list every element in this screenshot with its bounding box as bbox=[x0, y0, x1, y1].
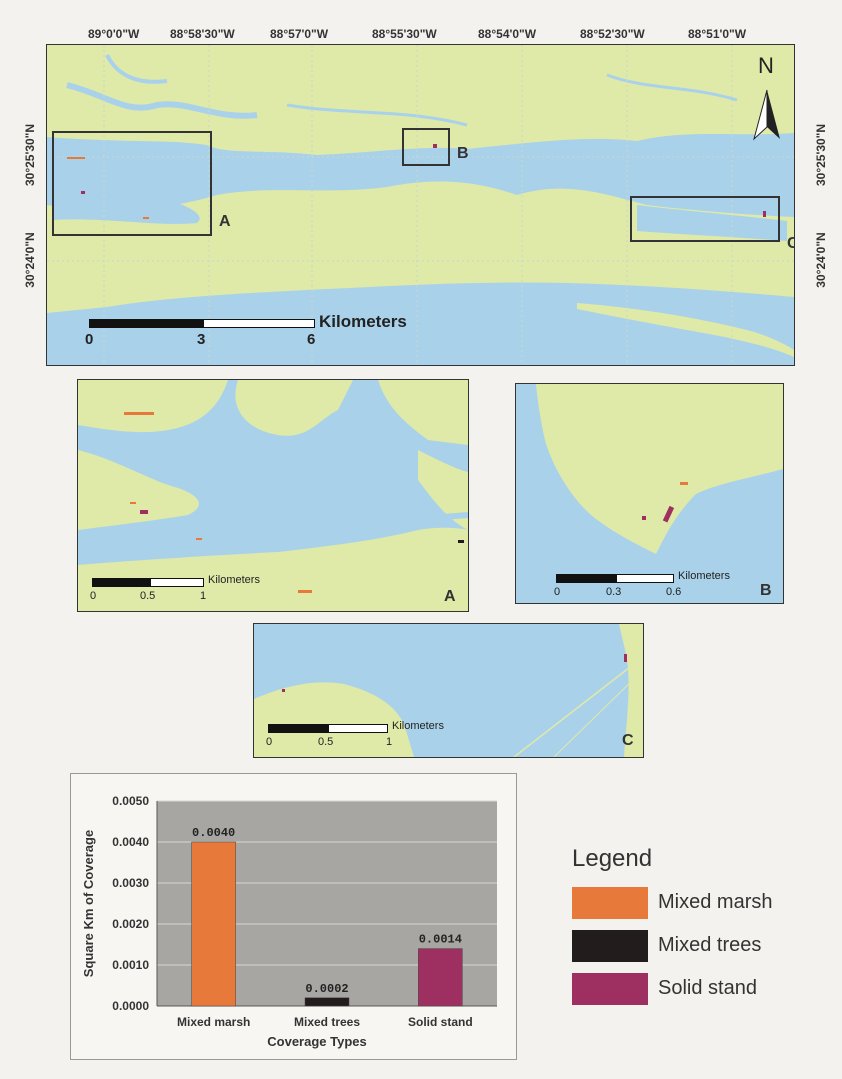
y-tick-label: 0.0010 bbox=[112, 958, 149, 972]
box-label-b: B bbox=[457, 145, 469, 162]
scale-tick: 0 bbox=[90, 590, 97, 602]
legend: Legend Mixed marsh Mixed trees Solid sta… bbox=[572, 845, 812, 1015]
lon-label: 89°0'0"W bbox=[88, 27, 140, 41]
scale-tick: 0 bbox=[554, 586, 561, 598]
y-axis-title: Square Km of Coverage bbox=[81, 830, 96, 977]
legend-label: Mixed trees bbox=[658, 934, 762, 956]
bar bbox=[304, 997, 350, 1007]
box-label-c: C bbox=[787, 235, 794, 253]
lon-label: 88°51'0"W bbox=[688, 27, 747, 41]
lat-label-left: 30°25'30"N bbox=[23, 123, 37, 187]
scale-tick: 0.6 bbox=[666, 586, 682, 598]
legend-swatch bbox=[572, 930, 648, 962]
legend-title: Legend bbox=[572, 845, 653, 872]
legend-label: Solid stand bbox=[658, 977, 757, 999]
north-label: N bbox=[758, 53, 774, 78]
bar bbox=[418, 948, 463, 1007]
y-tick-label: 0.0020 bbox=[112, 917, 149, 931]
bar-value-label: 0.0040 bbox=[192, 826, 235, 840]
inset-a-canvas bbox=[78, 380, 468, 611]
lat-label-right: 30°24'0"N bbox=[814, 232, 828, 288]
inset-b-scale-bar: Kilometers 0 0.3 0.6 bbox=[554, 570, 756, 602]
inset-a-scale-bar: Kilometers 0 0.5 1 bbox=[90, 574, 272, 606]
box-label-a: A bbox=[219, 213, 231, 230]
coverage-chart-svg: 0.0000 0.0010 0.0020 0.0030 0.0040 0.0050 0.00… bbox=[81, 794, 497, 1049]
scale-tick: 1 bbox=[200, 590, 207, 602]
inset-b-canvas bbox=[516, 384, 783, 603]
scale-tick: 6 bbox=[307, 331, 316, 348]
inset-a-label: A bbox=[444, 588, 456, 605]
y-tick-label: 0.0040 bbox=[112, 835, 149, 849]
scale-tick: 0.5 bbox=[140, 590, 156, 602]
main-map-canvas bbox=[47, 45, 794, 365]
inset-map-c: Kilometers 0 0.5 1 C bbox=[253, 623, 644, 758]
scale-tick: 0 bbox=[266, 736, 273, 748]
scale-tick: 0.5 bbox=[318, 736, 334, 748]
lat-label-left: 30°24'0"N bbox=[23, 232, 37, 288]
lon-label: 88°57'0"W bbox=[270, 27, 329, 41]
inset-c-canvas bbox=[254, 624, 643, 757]
bar-value-label: 0.0014 bbox=[419, 933, 462, 947]
inset-c-scale-bar: Kilometers 0 0.5 1 bbox=[266, 720, 468, 752]
lon-label: 88°55'30"W bbox=[372, 27, 437, 41]
y-tick-label: 0.0050 bbox=[112, 794, 149, 808]
bar bbox=[191, 841, 236, 1007]
scale-tick: 0.3 bbox=[606, 586, 622, 598]
lat-label-right: 30°25'30"N bbox=[814, 123, 828, 187]
x-tick-label: Solid stand bbox=[408, 1015, 473, 1029]
scale-unit: Kilometers bbox=[319, 312, 407, 331]
y-tick-label: 0.0030 bbox=[112, 876, 149, 890]
main-map-frame: N A B C Kilometers 0 3 6 bbox=[46, 44, 795, 366]
scale-unit: Kilometers bbox=[208, 574, 260, 586]
scale-tick: 0 bbox=[85, 331, 94, 348]
inset-b-label: B bbox=[760, 582, 772, 599]
legend-swatch bbox=[572, 973, 648, 1005]
bar-value-label: 0.0002 bbox=[305, 982, 348, 996]
y-tick-label: 0.0000 bbox=[112, 999, 149, 1013]
inset-c-label: C bbox=[622, 732, 634, 749]
inset-map-b: Kilometers 0 0.3 0.6 B bbox=[515, 383, 784, 604]
scale-tick: 3 bbox=[197, 331, 206, 348]
lon-label: 88°52'30"W bbox=[580, 27, 645, 41]
legend-label: Mixed marsh bbox=[658, 891, 773, 913]
scale-bar: Kilometers 0 3 6 bbox=[85, 312, 407, 357]
legend-swatch bbox=[572, 887, 648, 919]
lon-label: 88°58'30"W bbox=[170, 27, 235, 41]
x-axis-title: Coverage Types bbox=[267, 1034, 366, 1049]
scale-tick: 1 bbox=[386, 736, 393, 748]
x-tick-label: Mixed trees bbox=[294, 1015, 360, 1029]
coverage-chart: 0.0000 0.0010 0.0020 0.0030 0.0040 0.0050 0.00… bbox=[70, 773, 517, 1060]
x-tick-label: Mixed marsh bbox=[177, 1015, 250, 1029]
lon-label: 88°54'0"W bbox=[478, 27, 537, 41]
inset-map-a: Kilometers 0 0.5 1 A bbox=[77, 379, 469, 612]
scale-unit: Kilometers bbox=[678, 570, 730, 582]
scale-unit: Kilometers bbox=[392, 720, 444, 732]
